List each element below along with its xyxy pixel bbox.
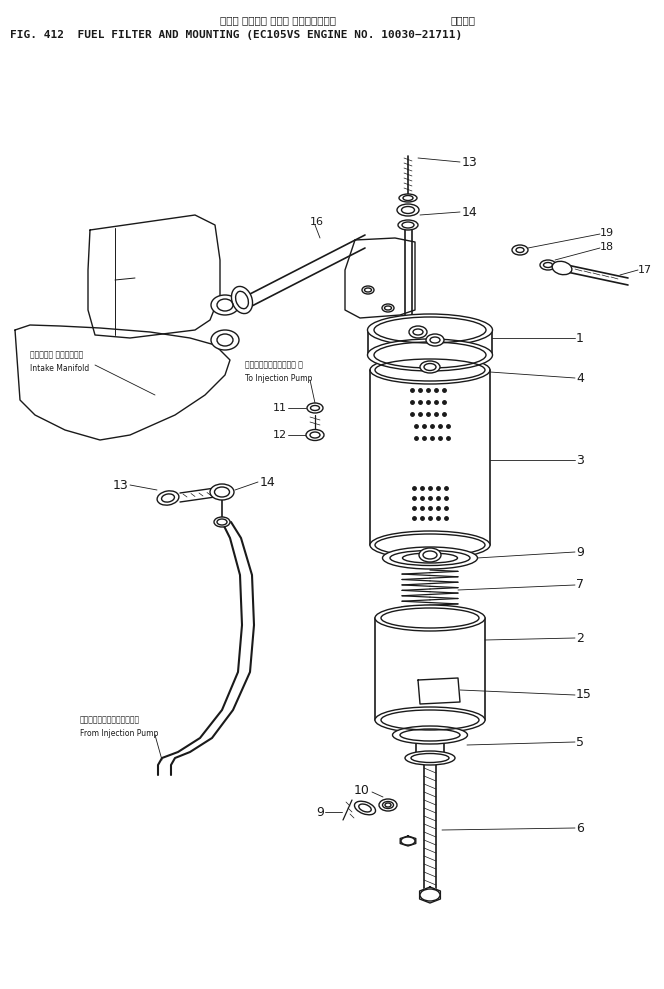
Ellipse shape — [157, 491, 179, 505]
Ellipse shape — [409, 326, 427, 338]
Ellipse shape — [211, 295, 239, 315]
Ellipse shape — [419, 548, 441, 562]
Ellipse shape — [420, 361, 440, 373]
Text: 5: 5 — [576, 736, 584, 749]
Text: Intake Manifold: Intake Manifold — [30, 364, 89, 373]
Ellipse shape — [307, 403, 323, 413]
Ellipse shape — [397, 204, 419, 216]
Text: インジェクションポンプより: インジェクションポンプより — [80, 715, 140, 725]
Text: 18: 18 — [600, 242, 614, 252]
Ellipse shape — [392, 726, 467, 744]
Ellipse shape — [382, 547, 477, 569]
Polygon shape — [15, 325, 230, 440]
Text: 10: 10 — [354, 783, 370, 796]
Text: インジェクションポンプ へ: インジェクションポンプ へ — [245, 361, 303, 370]
Ellipse shape — [232, 287, 252, 314]
Text: 13: 13 — [462, 155, 478, 168]
Text: 16: 16 — [310, 217, 324, 227]
Ellipse shape — [370, 531, 490, 559]
Text: 1: 1 — [576, 331, 584, 344]
Ellipse shape — [370, 356, 490, 384]
Ellipse shape — [399, 194, 417, 202]
Ellipse shape — [306, 429, 324, 440]
Ellipse shape — [375, 605, 485, 631]
Ellipse shape — [367, 314, 493, 346]
Ellipse shape — [382, 304, 394, 312]
Text: 15: 15 — [576, 688, 592, 701]
Text: 9: 9 — [316, 805, 324, 819]
Text: 通用号機: 通用号機 — [450, 15, 475, 25]
Ellipse shape — [426, 334, 444, 346]
Polygon shape — [418, 678, 460, 704]
Polygon shape — [88, 215, 220, 338]
Text: 19: 19 — [600, 228, 614, 238]
Ellipse shape — [367, 339, 493, 371]
Ellipse shape — [512, 245, 528, 255]
Text: 3: 3 — [576, 454, 584, 467]
Text: FIG. 412  FUEL FILTER AND MOUNTING (EC105VS ENGINE NO. 10030−21711): FIG. 412 FUEL FILTER AND MOUNTING (EC105… — [10, 30, 462, 40]
Ellipse shape — [379, 799, 397, 811]
Ellipse shape — [552, 261, 572, 275]
Ellipse shape — [405, 751, 455, 765]
Polygon shape — [345, 238, 415, 318]
Text: From Injection Pump: From Injection Pump — [80, 729, 159, 738]
Text: 4: 4 — [576, 372, 584, 385]
Ellipse shape — [540, 260, 556, 270]
Text: To Injection Pump: To Injection Pump — [245, 374, 312, 383]
Ellipse shape — [420, 889, 440, 901]
Ellipse shape — [214, 517, 230, 527]
Ellipse shape — [210, 484, 234, 500]
Text: 14: 14 — [260, 476, 276, 489]
Text: 13: 13 — [112, 479, 128, 492]
Text: 6: 6 — [576, 822, 584, 835]
Polygon shape — [400, 836, 416, 846]
Ellipse shape — [362, 286, 374, 294]
Ellipse shape — [211, 330, 239, 350]
Text: 7: 7 — [576, 579, 584, 591]
Ellipse shape — [398, 220, 418, 230]
Text: 11: 11 — [273, 403, 287, 413]
Text: 17: 17 — [638, 265, 652, 275]
Polygon shape — [420, 887, 440, 903]
Ellipse shape — [375, 707, 485, 733]
Text: フェル フィルタ および マウンティング: フェル フィルタ および マウンティング — [220, 15, 336, 25]
Ellipse shape — [355, 801, 376, 815]
Text: 9: 9 — [576, 546, 584, 559]
Text: インテーク マニホールド: インテーク マニホールド — [30, 350, 83, 359]
Ellipse shape — [401, 837, 415, 845]
Text: 14: 14 — [462, 206, 478, 219]
Text: 2: 2 — [576, 632, 584, 645]
Text: 12: 12 — [273, 430, 287, 440]
